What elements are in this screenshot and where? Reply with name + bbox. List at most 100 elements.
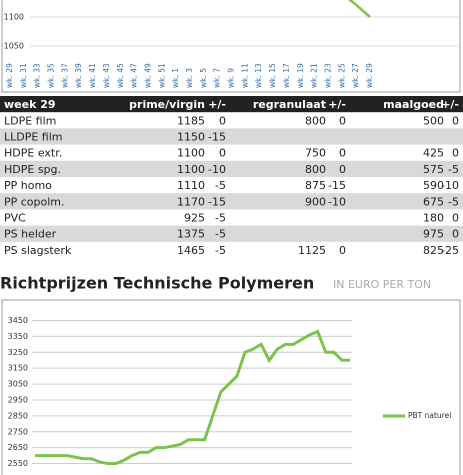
table-cell: 0 — [339, 244, 346, 257]
table-cell: 800 — [305, 114, 326, 127]
x-tick-label: wk. 15 — [268, 63, 277, 88]
x-tick-label: wk. 43 — [102, 63, 111, 88]
x-tick-label: wk. 29 — [365, 63, 374, 88]
line-series — [35, 329, 350, 466]
table-header: +/- — [328, 98, 346, 111]
table-cell: -5 — [215, 212, 226, 225]
y-tick-label: 2950 — [8, 395, 28, 404]
table-cell: 425 — [423, 147, 444, 160]
table-cell: LDPE film — [4, 114, 56, 127]
table-header: regranulaat — [253, 98, 326, 111]
table-cell: -15 — [208, 131, 226, 144]
table-cell: PVC — [4, 212, 26, 225]
table-cell: -25 — [441, 244, 459, 257]
table-cell: 0 — [452, 147, 459, 160]
table-cell: PS slagsterk — [4, 244, 72, 257]
x-tick-label: wk. 21 — [310, 63, 319, 88]
table-header: +/- — [441, 98, 459, 111]
section-title: Richtprijzen Technische Polymeren — [0, 274, 314, 293]
table-cell: -15 — [208, 195, 226, 208]
x-tick-label: wk. 11 — [240, 63, 249, 88]
x-tick-label: wk. 47 — [130, 63, 139, 88]
y-tick-label: 3450 — [8, 316, 28, 325]
x-tick-label: wk. 17 — [282, 63, 291, 88]
x-tick-label: wk. 13 — [254, 63, 263, 88]
table-cell: 1110 — [177, 179, 205, 192]
x-tick-label: wk. 7 — [213, 68, 222, 88]
y-tick-label: 2850 — [8, 411, 28, 420]
x-tick-label: wk. 1 — [171, 68, 180, 88]
table-cell: HDPE spg. — [4, 163, 61, 176]
table-cell: -15 — [328, 179, 346, 192]
x-tick-label: wk. 45 — [116, 63, 125, 88]
table-cell: 0 — [452, 212, 459, 225]
x-tick-label: wk. 3 — [185, 68, 194, 88]
table-row-bg — [0, 160, 463, 177]
table-cell: 825 — [423, 244, 444, 257]
table-header: +/- — [208, 98, 226, 111]
table-cell: 800 — [305, 163, 326, 176]
table-cell: -5 — [215, 179, 226, 192]
table-cell: 1150 — [177, 131, 205, 144]
table-cell: -5 — [215, 228, 226, 241]
table-cell: 0 — [339, 114, 346, 127]
table-cell: -10 — [208, 163, 226, 176]
table-cell: 180 — [423, 212, 444, 225]
table-cell: 900 — [305, 195, 326, 208]
table-cell: 0 — [219, 114, 226, 127]
x-tick-label: wk. 29 — [5, 63, 14, 88]
y-tick-label: 3250 — [8, 348, 28, 357]
table-cell: 0 — [339, 147, 346, 160]
x-tick-label: wk. 35 — [47, 63, 56, 88]
x-tick-label: wk. 31 — [19, 63, 28, 88]
table-header: prime/virgin — [129, 98, 205, 111]
table-cell: PP homo — [4, 179, 52, 192]
table-cell: 975 — [423, 228, 444, 241]
table-cell: 1185 — [177, 114, 205, 127]
table-cell: 750 — [305, 147, 326, 160]
x-tick-label: wk. 19 — [296, 63, 305, 88]
x-tick-label: wk. 27 — [351, 63, 360, 88]
table-cell: -10 — [328, 195, 346, 208]
table-cell: -5 — [448, 163, 459, 176]
y-tick-label: 1050 — [4, 42, 24, 51]
y-tick-label: 3350 — [8, 332, 28, 341]
table-cell: 1100 — [177, 147, 205, 160]
table-cell: 1100 — [177, 163, 205, 176]
table-cell: 875 — [305, 179, 326, 192]
table-cell: HDPE extr. — [4, 147, 62, 160]
x-tick-label: wk. 39 — [74, 63, 83, 88]
table-header: week 29 — [4, 98, 56, 111]
table-cell: 590 — [423, 179, 444, 192]
bottom-chart-frame — [1, 299, 461, 475]
x-tick-label: wk. 25 — [337, 63, 346, 88]
table-cell: 925 — [184, 212, 205, 225]
table-cell: 575 — [423, 163, 444, 176]
y-tick-label: 2650 — [8, 443, 28, 452]
table-cell: 675 — [423, 195, 444, 208]
table-cell: 0 — [219, 147, 226, 160]
x-tick-label: wk. 37 — [60, 63, 69, 88]
x-tick-label: wk. 5 — [199, 68, 208, 88]
table-cell: -5 — [448, 195, 459, 208]
table-cell: -10 — [441, 179, 459, 192]
table-cell: LLDPE film — [4, 131, 63, 144]
table-row-bg — [0, 128, 463, 145]
x-tick-label: wk. 41 — [88, 63, 97, 88]
y-tick-label: 2550 — [8, 459, 28, 468]
x-tick-label: wk. 33 — [33, 63, 42, 88]
table-row-bg — [0, 225, 463, 242]
table-cell: 1125 — [298, 244, 326, 257]
x-tick-label: wk. 51 — [157, 63, 166, 88]
table-cell: PP copolm. — [4, 195, 65, 208]
y-tick-label: 3050 — [8, 380, 28, 389]
x-tick-label: wk. 49 — [143, 63, 152, 88]
table-header: maalgoed — [383, 98, 444, 111]
x-tick-label: wk. 9 — [227, 68, 236, 88]
y-tick-label: 2750 — [8, 427, 28, 436]
x-tick-label: wk. 23 — [323, 63, 332, 88]
y-tick-label: 1100 — [4, 13, 24, 22]
table-cell: 1375 — [177, 228, 205, 241]
table-cell: 500 — [423, 114, 444, 127]
